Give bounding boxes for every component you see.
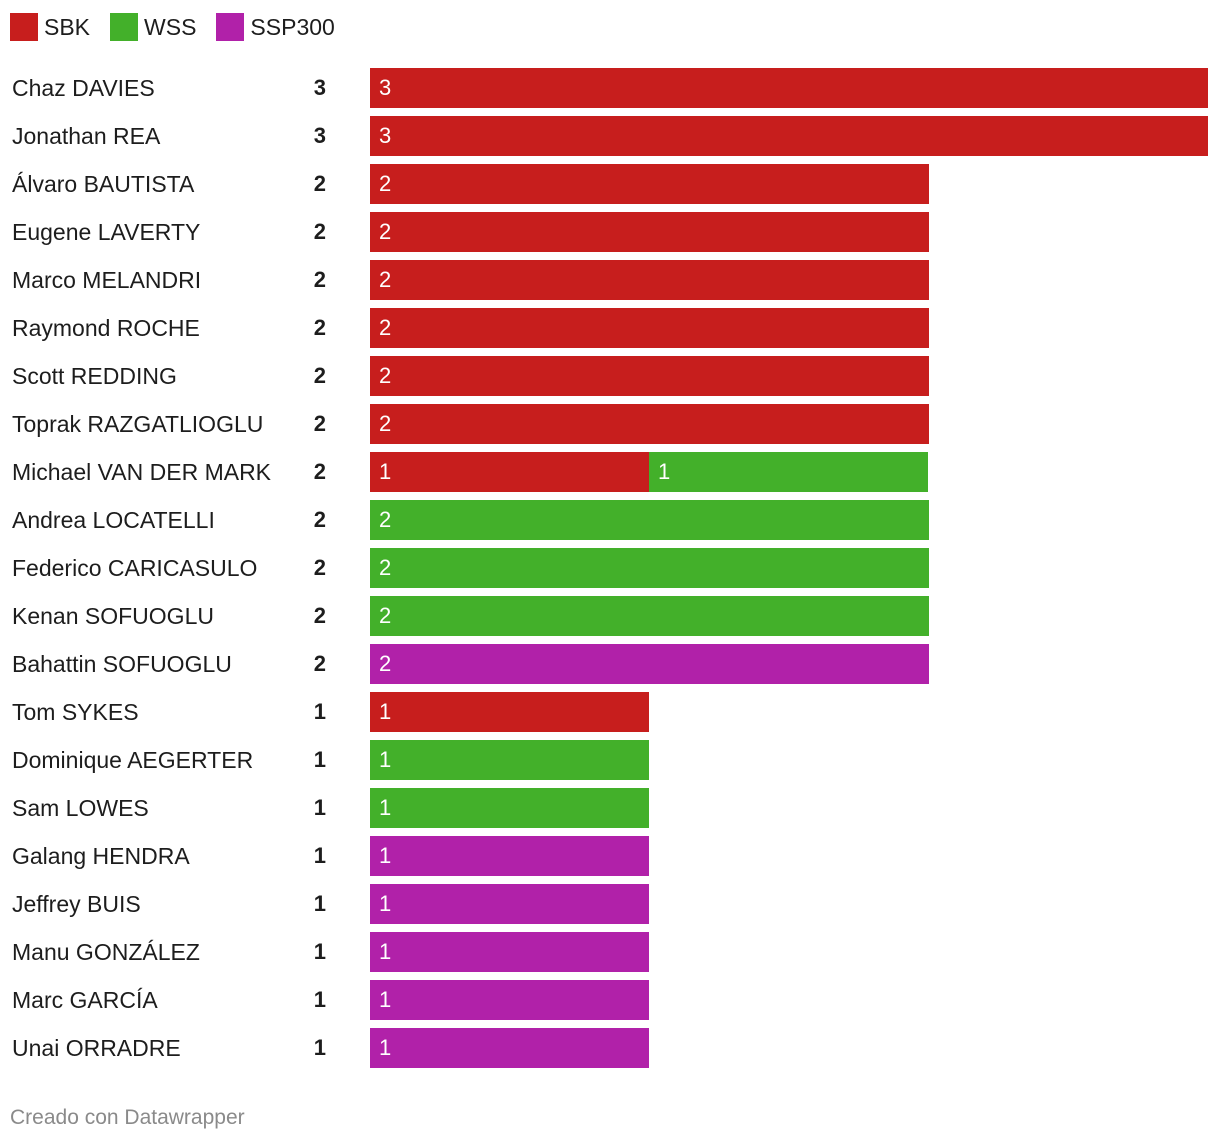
row-total: 3 (313, 123, 326, 148)
bar-value-label: 2 (379, 507, 392, 532)
row-label: Dominique AEGERTER (12, 747, 254, 773)
row-label: Kenan SOFUOGLU (12, 603, 214, 629)
bar-value-label: 1 (379, 1035, 392, 1060)
bar-segment-sbk: 2 (370, 404, 929, 444)
bar-segment-ssp300: 1 (370, 836, 649, 876)
row-total: 2 (313, 363, 326, 388)
row-total: 1 (313, 987, 326, 1012)
row-total: 1 (313, 843, 326, 868)
bar-segment-ssp300: 1 (370, 932, 649, 972)
bar-value-label: 1 (379, 747, 392, 772)
row-total: 2 (313, 411, 326, 436)
legend-swatch (216, 13, 245, 41)
row-total: 2 (313, 603, 326, 628)
bar-value-label: 1 (379, 987, 392, 1012)
legend-label: SBK (44, 13, 91, 40)
bar-segment-sbk: 2 (370, 164, 929, 204)
bar-segment-sbk: 2 (370, 308, 929, 348)
legend-item-sbk: SBK (10, 13, 90, 41)
row-total: 2 (313, 219, 326, 244)
row-label: Unai ORRADRE (12, 1035, 181, 1061)
bar-segment-wss: 2 (370, 548, 929, 588)
bar-value-label: 2 (379, 411, 392, 436)
row-label: Jonathan REA (12, 123, 161, 149)
row-label: Andrea LOCATELLI (12, 507, 215, 533)
row-label: Manu GONZÁLEZ (12, 939, 200, 965)
bar-value-label: 1 (658, 459, 671, 484)
legend-label: WSS (144, 13, 197, 40)
chart-legend: SBK WSS SSP300 (10, 11, 355, 43)
bar-segment-wss: 1 (649, 452, 928, 492)
bar-segment-sbk: 2 (370, 260, 929, 300)
bar-segment-sbk: 2 (370, 212, 929, 252)
row-total: 2 (313, 267, 326, 292)
bar-segment-ssp300: 2 (370, 644, 929, 684)
legend-item-ssp300: SSP300 (216, 13, 335, 41)
bar-value-label: 2 (379, 315, 392, 340)
row-label: Scott REDDING (12, 363, 177, 389)
row-total: 3 (313, 75, 326, 100)
bar-value-label: 2 (379, 171, 392, 196)
row-total: 2 (313, 171, 326, 196)
row-label: Federico CARICASULO (12, 555, 258, 581)
bar-segment-sbk: 1 (370, 692, 649, 732)
bar-value-label: 2 (379, 651, 392, 676)
bar-segment-wss: 2 (370, 500, 929, 540)
bar-segment-ssp300: 1 (370, 884, 649, 924)
bar-segment-sbk: 1 (370, 452, 649, 492)
bar-value-label: 1 (379, 795, 392, 820)
row-total: 2 (313, 459, 326, 484)
row-label: Jeffrey BUIS (12, 891, 141, 917)
bar-value-label: 2 (379, 555, 392, 580)
bar-value-label: 1 (379, 939, 392, 964)
row-total: 2 (313, 651, 326, 676)
legend-item-wss: WSS (110, 13, 196, 41)
bar-value-label: 2 (379, 363, 392, 388)
row-total: 2 (313, 507, 326, 532)
row-label: Marc GARCÍA (12, 987, 158, 1013)
bar-value-label: 2 (379, 603, 392, 628)
legend-label: SSP300 (250, 13, 335, 40)
bar-value-label: 1 (379, 459, 392, 484)
row-total: 1 (313, 891, 326, 916)
row-total: 1 (313, 699, 326, 724)
bar-value-label: 2 (379, 219, 392, 244)
bar-segment-wss: 1 (370, 788, 649, 828)
bar-segment-sbk: 2 (370, 356, 929, 396)
row-label: Michael VAN DER MARK (12, 459, 272, 485)
bar-value-label: 1 (379, 891, 392, 916)
bar-value-label: 3 (379, 75, 392, 100)
bar-segment-wss: 1 (370, 740, 649, 780)
bar-segment-ssp300: 1 (370, 980, 649, 1020)
bar-segment-wss: 2 (370, 596, 929, 636)
bar-value-label: 3 (379, 123, 392, 148)
row-total: 1 (313, 747, 326, 772)
row-label: Bahattin SOFUOGLU (12, 651, 232, 677)
bar-segment-ssp300: 1 (370, 1028, 649, 1068)
bar-value-label: 2 (379, 267, 392, 292)
row-label: Raymond ROCHE (12, 315, 200, 341)
row-total: 1 (313, 795, 326, 820)
row-total: 2 (313, 315, 326, 340)
bar-segment-sbk: 3 (370, 116, 1208, 156)
row-label: Álvaro BAUTISTA (12, 171, 195, 197)
row-total: 2 (313, 555, 326, 580)
bar-segment-sbk: 3 (370, 68, 1208, 108)
bar-value-label: 1 (379, 843, 392, 868)
row-label: Marco MELANDRI (12, 267, 202, 293)
row-label: Galang HENDRA (12, 843, 190, 869)
row-label: Eugene LAVERTY (12, 219, 201, 245)
legend-swatch (10, 13, 38, 41)
bar-value-label: 1 (379, 699, 392, 724)
legend-swatch (110, 13, 139, 41)
row-label: Chaz DAVIES (12, 75, 155, 101)
row-label: Sam LOWES (12, 795, 149, 821)
row-total: 1 (313, 939, 326, 964)
footer-credit: Creado con Datawrapper (10, 1106, 245, 1129)
row-total: 1 (313, 1035, 326, 1060)
row-label: Tom SYKES (12, 699, 139, 725)
row-label: Toprak RAZGATLIOGLU (12, 411, 264, 437)
